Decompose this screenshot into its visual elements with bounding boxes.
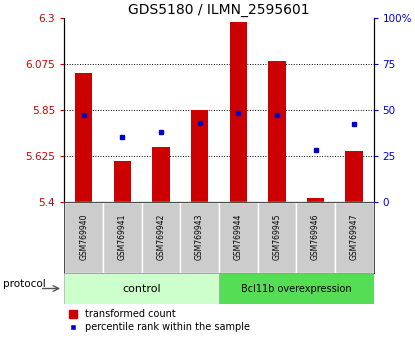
FancyBboxPatch shape [258,202,296,273]
Text: protocol: protocol [3,279,46,289]
Bar [268,61,286,202]
FancyBboxPatch shape [64,202,103,273]
Text: Bcl11b overexpression: Bcl11b overexpression [241,284,352,293]
FancyBboxPatch shape [219,202,258,273]
Bar [152,147,170,202]
FancyBboxPatch shape [142,202,180,273]
Bar [75,73,93,202]
Text: GSM769945: GSM769945 [272,214,281,261]
Bar [191,110,208,202]
Bar [345,151,363,202]
Text: GSM769947: GSM769947 [350,214,359,261]
Text: GSM769944: GSM769944 [234,214,243,261]
Text: GSM769940: GSM769940 [79,214,88,261]
Text: GSM769943: GSM769943 [195,214,204,261]
FancyBboxPatch shape [335,202,374,273]
FancyBboxPatch shape [219,273,374,304]
Title: GDS5180 / ILMN_2595601: GDS5180 / ILMN_2595601 [128,3,310,17]
FancyBboxPatch shape [296,202,335,273]
Bar [307,198,324,202]
FancyBboxPatch shape [64,273,219,304]
Text: GSM769942: GSM769942 [156,214,166,261]
FancyBboxPatch shape [103,202,142,273]
Text: GSM769941: GSM769941 [118,214,127,261]
FancyBboxPatch shape [180,202,219,273]
Bar [229,22,247,202]
Text: GSM769946: GSM769946 [311,214,320,261]
Bar [114,161,131,202]
Legend: transformed count, percentile rank within the sample: transformed count, percentile rank withi… [69,309,250,332]
Text: control: control [122,284,161,293]
